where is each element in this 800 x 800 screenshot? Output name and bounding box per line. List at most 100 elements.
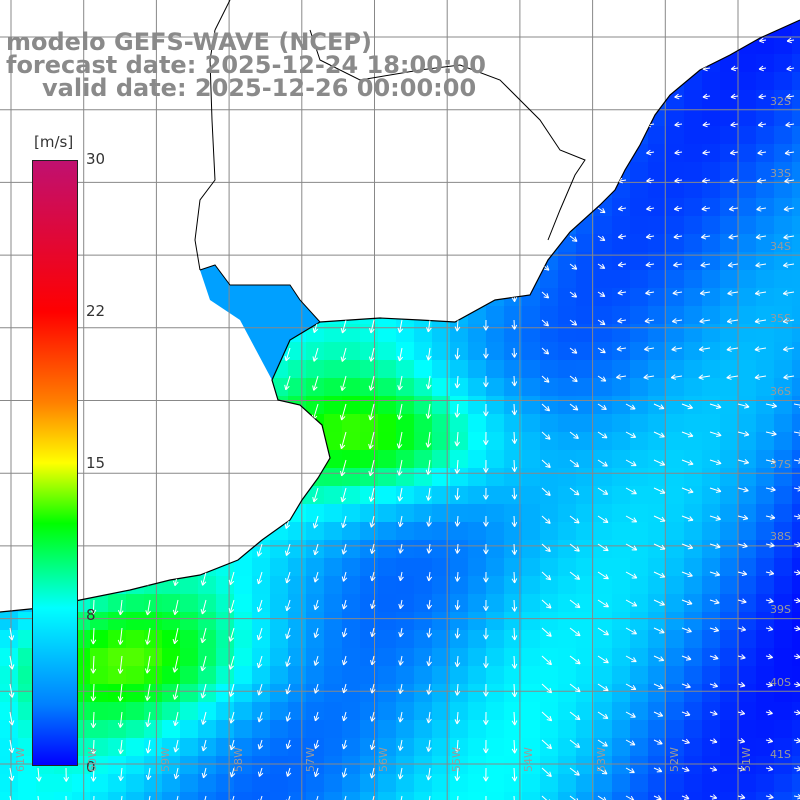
wind-arrow xyxy=(625,711,636,718)
wind-cell xyxy=(702,180,720,198)
wind-cell xyxy=(558,90,576,108)
wind-cell xyxy=(126,630,144,648)
wind-arrow xyxy=(454,207,461,222)
wind-cell xyxy=(0,684,18,702)
wind-cell xyxy=(540,54,558,72)
wind-arrow xyxy=(228,515,235,530)
wind-cell xyxy=(198,720,216,738)
wind-cell xyxy=(738,486,756,504)
wind-cell xyxy=(90,342,108,360)
wind-cell xyxy=(288,684,306,702)
wind-arrow xyxy=(284,347,291,362)
wind-cell xyxy=(342,324,360,342)
wind-cell xyxy=(738,630,756,648)
wind-cell xyxy=(396,288,414,306)
wind-cell xyxy=(666,468,684,486)
wind-arrow xyxy=(426,571,433,582)
wind-cell xyxy=(396,414,414,432)
wind-cell xyxy=(720,396,738,414)
wind-arrow xyxy=(597,795,607,800)
wind-arrow xyxy=(625,683,637,690)
wind-arrow xyxy=(483,711,489,725)
wind-cell xyxy=(198,594,216,612)
wind-cell xyxy=(126,144,144,162)
wind-cell xyxy=(396,144,414,162)
wind-cell xyxy=(360,720,378,738)
wind-arrow xyxy=(426,347,432,361)
wind-arrow xyxy=(285,179,292,190)
wind-cell xyxy=(144,540,162,558)
wind-arrow xyxy=(674,149,683,156)
wind-cell xyxy=(648,360,666,378)
wind-cell xyxy=(144,720,162,738)
wind-arrow xyxy=(425,207,432,222)
wind-arrow xyxy=(369,207,375,221)
wind-cell xyxy=(414,20,432,36)
wind-cell xyxy=(468,594,486,612)
wind-cell xyxy=(522,126,540,144)
wind-cell xyxy=(540,702,558,720)
wind-cell xyxy=(0,738,18,756)
wind-arrow xyxy=(285,739,292,750)
wind-cell xyxy=(684,252,702,270)
wind-cell xyxy=(558,216,576,234)
wind-cell xyxy=(414,342,432,360)
wind-cell xyxy=(558,288,576,306)
lat-label-39s: 39S xyxy=(770,603,791,616)
wind-arrow xyxy=(765,737,774,744)
wind-arrow xyxy=(8,627,15,641)
wind-cell xyxy=(342,540,360,558)
wind-cell xyxy=(684,360,702,378)
wind-cell xyxy=(576,702,594,720)
wind-cell xyxy=(90,234,108,252)
wind-cell xyxy=(54,108,72,126)
wind-cell xyxy=(414,648,432,666)
wind-cell xyxy=(378,126,396,144)
wind-arrow xyxy=(90,291,97,302)
wind-cell xyxy=(306,630,324,648)
wind-cell xyxy=(720,684,738,702)
wind-cell xyxy=(486,522,504,540)
wind-cell xyxy=(504,54,522,72)
wind-cell xyxy=(342,342,360,360)
wind-arrow xyxy=(701,233,711,240)
wind-cell xyxy=(792,180,800,198)
wind-cell xyxy=(684,612,702,630)
wind-arrow xyxy=(681,459,694,466)
wind-arrow xyxy=(174,347,180,358)
wind-cell xyxy=(360,270,378,288)
wind-arrow xyxy=(727,262,739,268)
wind-cell xyxy=(594,20,612,36)
wind-arrow xyxy=(709,598,720,605)
wind-arrow xyxy=(726,374,739,380)
wind-cell xyxy=(792,306,800,324)
wind-arrow xyxy=(90,739,97,755)
wind-cell xyxy=(522,144,540,162)
wind-cell xyxy=(684,504,702,522)
wind-cell xyxy=(648,702,666,720)
wind-arrow xyxy=(311,431,319,449)
wind-arrow xyxy=(257,151,264,161)
wind-arrow xyxy=(454,599,461,611)
wind-cell xyxy=(342,108,360,126)
wind-arrow xyxy=(228,683,235,697)
wind-cell xyxy=(198,450,216,468)
wind-cell xyxy=(126,486,144,504)
wind-cell xyxy=(342,198,360,216)
wind-cell xyxy=(702,540,720,558)
wind-arrow xyxy=(785,121,795,128)
wind-cell xyxy=(144,576,162,594)
wind-arrow xyxy=(118,739,124,755)
wind-cell xyxy=(522,450,540,468)
wind-cell xyxy=(468,450,486,468)
wind-arrow xyxy=(174,291,180,302)
wind-cell xyxy=(126,594,144,612)
wind-cell xyxy=(720,20,738,36)
wind-cell xyxy=(738,414,756,432)
wind-arrow xyxy=(541,291,550,299)
wind-cell xyxy=(774,684,792,702)
wind-cell xyxy=(486,126,504,144)
wind-cell xyxy=(216,648,234,666)
wind-cell xyxy=(468,738,486,756)
wind-arrow xyxy=(369,767,376,779)
